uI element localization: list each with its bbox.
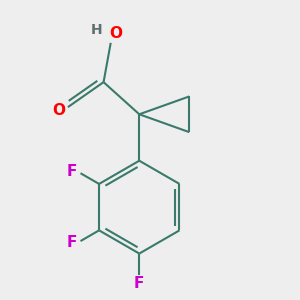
- Text: F: F: [66, 236, 77, 250]
- Text: H: H: [91, 23, 102, 38]
- Text: O: O: [110, 26, 123, 41]
- Text: O: O: [52, 103, 65, 118]
- Text: F: F: [134, 276, 145, 291]
- Text: F: F: [66, 164, 77, 179]
